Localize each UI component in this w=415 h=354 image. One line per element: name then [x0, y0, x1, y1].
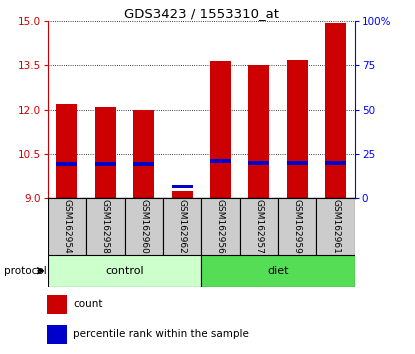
Text: GSM162961: GSM162961 — [331, 199, 340, 254]
Bar — [124, 198, 163, 255]
Text: GSM162959: GSM162959 — [293, 199, 302, 254]
Bar — [278, 198, 317, 255]
Bar — [95, 107, 116, 198]
Bar — [201, 198, 240, 255]
Text: count: count — [73, 299, 103, 309]
Bar — [133, 110, 154, 198]
Bar — [325, 23, 346, 198]
Text: percentile rank within the sample: percentile rank within the sample — [73, 330, 249, 339]
Bar — [201, 255, 355, 287]
Bar — [171, 191, 193, 198]
Text: GSM162954: GSM162954 — [62, 199, 71, 254]
Text: control: control — [105, 266, 144, 276]
Text: GSM162962: GSM162962 — [178, 199, 187, 254]
Bar — [47, 325, 67, 344]
Bar — [133, 162, 154, 166]
Bar — [48, 198, 86, 255]
Text: GSM162956: GSM162956 — [216, 199, 225, 254]
Bar — [325, 161, 346, 165]
Title: GDS3423 / 1553310_at: GDS3423 / 1553310_at — [124, 7, 279, 20]
Bar — [47, 295, 67, 314]
Text: protocol: protocol — [4, 266, 47, 276]
Text: GSM162958: GSM162958 — [101, 199, 110, 254]
Bar — [95, 162, 116, 166]
Bar — [287, 59, 308, 198]
Bar — [171, 184, 193, 188]
Bar — [86, 198, 124, 255]
Bar — [240, 198, 278, 255]
Bar — [56, 104, 78, 198]
Bar — [48, 255, 201, 287]
Text: GSM162957: GSM162957 — [254, 199, 264, 254]
Bar — [248, 161, 269, 165]
Bar — [287, 161, 308, 165]
Bar — [210, 159, 231, 163]
Bar — [316, 198, 355, 255]
Bar — [56, 162, 78, 166]
Text: GSM162960: GSM162960 — [139, 199, 148, 254]
Bar — [163, 198, 201, 255]
Bar — [210, 61, 231, 198]
Bar — [248, 65, 269, 198]
Text: diet: diet — [267, 266, 289, 276]
